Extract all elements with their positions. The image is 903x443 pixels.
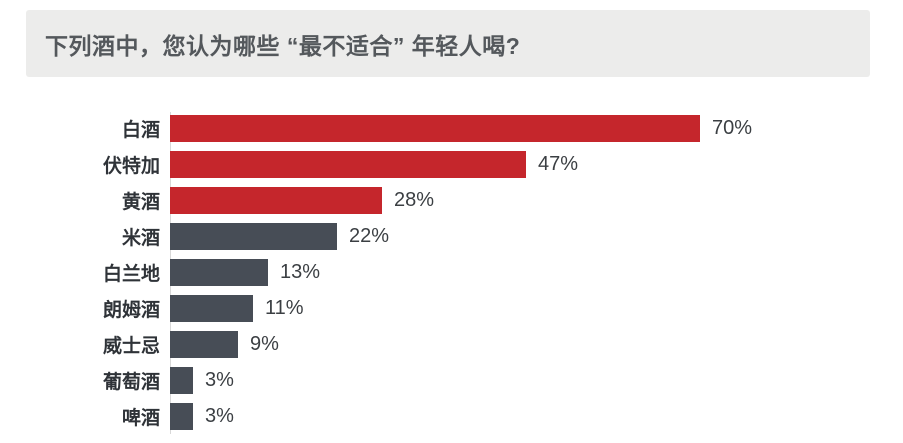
category-label: 米酒 [121, 228, 160, 249]
bar [170, 295, 253, 322]
bar-row: 伏特加 47% [0, 151, 903, 178]
value-label: 22% [349, 225, 390, 247]
category-label: 威士忌 [102, 336, 160, 357]
category-label: 啤酒 [121, 408, 160, 429]
bar-row: 朗姆酒 11% [0, 295, 903, 322]
bar-row: 黄酒 28% [0, 187, 903, 214]
bar [170, 331, 238, 358]
category-label: 朗姆酒 [102, 300, 160, 321]
value-label: 47% [538, 153, 579, 175]
chart-title-banner: 下列酒中，您认为哪些 “最不适合” 年轻人喝? [26, 10, 870, 77]
category-label: 黄酒 [121, 192, 160, 213]
category-label: 葡萄酒 [102, 372, 160, 393]
bar-chart: 白酒 70% 伏特加 47% 黄酒 28% 米酒 22% 白兰地 13% 朗姆酒 11% 威士忌 9% 葡萄… [0, 115, 903, 439]
bar [170, 403, 193, 430]
bar-row: 白酒 70% [0, 115, 903, 142]
bar-row: 白兰地 13% [0, 259, 903, 286]
bar-row: 啤酒 3% [0, 403, 903, 430]
bar [170, 187, 382, 214]
value-label: 11% [265, 297, 304, 319]
bar-row: 葡萄酒 3% [0, 367, 903, 394]
value-label: 3% [205, 405, 234, 427]
bar-row: 威士忌 9% [0, 331, 903, 358]
value-label: 28% [394, 189, 435, 211]
bar [170, 367, 193, 394]
bar [170, 151, 526, 178]
bar [170, 115, 700, 142]
bar [170, 259, 268, 286]
category-label: 伏特加 [102, 156, 160, 177]
value-label: 70% [712, 117, 753, 139]
value-label: 13% [280, 261, 321, 283]
category-label: 白酒 [121, 120, 160, 141]
value-label: 3% [205, 369, 234, 391]
value-label: 9% [250, 333, 279, 355]
category-label: 白兰地 [102, 264, 160, 285]
bar [170, 223, 337, 250]
bar-row: 米酒 22% [0, 223, 903, 250]
chart-title: 下列酒中，您认为哪些 “最不适合” 年轻人喝? [45, 32, 521, 59]
